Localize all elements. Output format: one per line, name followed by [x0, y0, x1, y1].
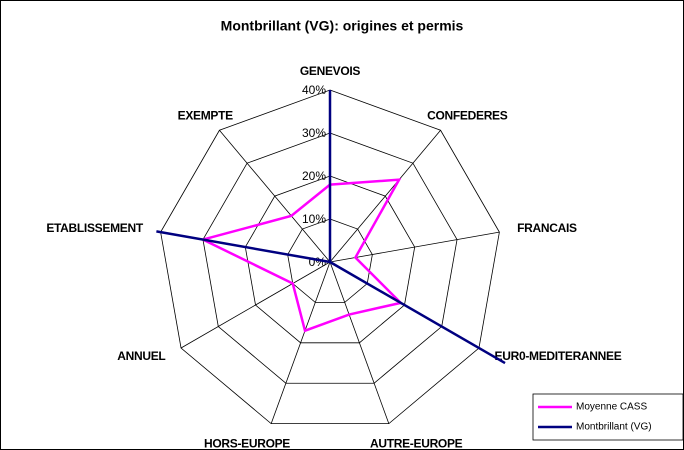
axis-spoke: [329, 129, 441, 263]
axis-spoke: [329, 261, 390, 424]
series-line: [199, 178, 404, 333]
grid-ring: [160, 89, 500, 425]
category-label: GENEVOIS: [300, 64, 361, 78]
axis-spoke: [270, 261, 331, 424]
category-label: ANNUEL: [117, 349, 165, 363]
axis-spoke: [329, 231, 500, 263]
category-label: HORS-EUROPE: [204, 437, 290, 450]
legend-label: Moyenne CASS: [576, 402, 647, 413]
tick-label: 20%: [302, 169, 326, 183]
grid-ring: [202, 132, 458, 384]
category-label: AUTRE-EUROPE: [370, 437, 463, 450]
category-label: EXEMPTE: [178, 109, 234, 123]
series-line: [156, 90, 506, 365]
tick-label: 40%: [302, 83, 326, 97]
tick-label: 0%: [309, 255, 327, 269]
category-label: ETABLISSEMENT: [46, 221, 144, 235]
legend-label: Montbrillant (VG): [576, 422, 652, 433]
axis-spoke: [219, 129, 331, 263]
chart-title: Montbrillant (VG): origines et permis: [221, 18, 464, 34]
category-label: EUR0-MEDITERANNEE: [495, 349, 622, 363]
axis-spoke: [180, 261, 331, 349]
grid-ring: [244, 175, 416, 344]
legend-box: [532, 393, 684, 441]
category-label: CONFEDERES: [427, 109, 508, 123]
tick-label: 10%: [302, 212, 326, 226]
category-label: FRANCAIS: [517, 221, 577, 235]
tick-label: 30%: [302, 126, 326, 140]
